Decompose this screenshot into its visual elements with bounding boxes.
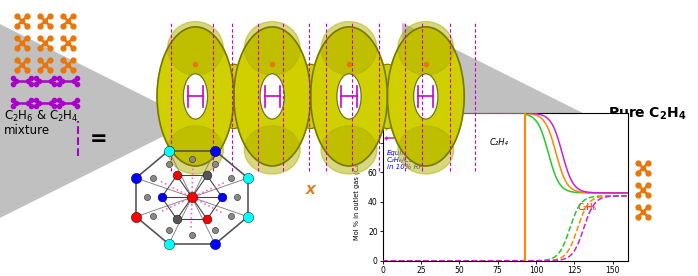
Y-axis label: Mol % in outlet gas (C₂H₆+C₂H₄): Mol % in outlet gas (C₂H₆+C₂H₄) — [354, 134, 360, 240]
Ellipse shape — [387, 27, 464, 166]
Point — [209, 228, 221, 232]
Point — [163, 148, 174, 153]
Point — [216, 195, 228, 200]
Ellipse shape — [398, 126, 454, 174]
Point — [232, 195, 243, 200]
Ellipse shape — [244, 22, 300, 75]
Point — [131, 176, 142, 180]
Ellipse shape — [168, 126, 223, 174]
Point — [242, 176, 253, 180]
Ellipse shape — [168, 22, 223, 75]
Text: 2: 2 — [403, 123, 407, 132]
Point — [186, 157, 198, 161]
Ellipse shape — [234, 27, 311, 166]
Text: X: X — [306, 184, 315, 197]
Text: 3: 3 — [403, 134, 408, 143]
Ellipse shape — [218, 64, 250, 129]
Text: $\mathbf{Pure\ C_2H_4}$: $\mathbf{Pure\ C_2H_4}$ — [608, 106, 686, 122]
Point — [202, 217, 213, 221]
Point — [147, 176, 158, 181]
Ellipse shape — [337, 74, 362, 119]
Point — [163, 162, 174, 167]
Point — [225, 214, 237, 219]
Text: C₂H₄: C₂H₄ — [490, 138, 509, 147]
Point — [209, 148, 221, 153]
Ellipse shape — [413, 74, 438, 119]
Ellipse shape — [244, 126, 300, 174]
Point — [209, 242, 221, 246]
Text: 1: 1 — [403, 113, 407, 122]
Point — [209, 162, 221, 167]
Ellipse shape — [157, 27, 234, 166]
Point — [131, 214, 142, 219]
Text: C₂H₆: C₂H₆ — [577, 203, 596, 212]
Text: Equimolar
C₂H₆/C₂H₄
in 10% RH: Equimolar C₂H₆/C₂H₄ in 10% RH — [387, 150, 424, 170]
Point — [163, 242, 174, 246]
Text: mixture: mixture — [4, 123, 50, 137]
Ellipse shape — [371, 64, 403, 129]
Point — [171, 217, 182, 221]
Point — [141, 195, 152, 200]
Point — [242, 214, 253, 219]
Point — [163, 228, 174, 232]
Ellipse shape — [311, 27, 387, 166]
Point — [186, 195, 198, 200]
Point — [147, 214, 158, 219]
Ellipse shape — [398, 22, 454, 75]
Text: $\mathregular{C_2H_6}$ & $\mathregular{C_2H_4}$: $\mathregular{C_2H_6}$ & $\mathregular{C… — [4, 108, 79, 124]
Ellipse shape — [321, 126, 377, 174]
Text: C₂H₄: C₂H₄ — [429, 123, 447, 132]
Ellipse shape — [295, 64, 326, 129]
Point — [186, 233, 198, 237]
Point — [171, 173, 182, 178]
Ellipse shape — [260, 74, 285, 119]
Point — [156, 195, 168, 200]
Text: =: = — [90, 129, 107, 149]
Point — [225, 176, 237, 181]
Point — [202, 173, 213, 178]
Ellipse shape — [183, 74, 208, 119]
Ellipse shape — [321, 22, 377, 75]
